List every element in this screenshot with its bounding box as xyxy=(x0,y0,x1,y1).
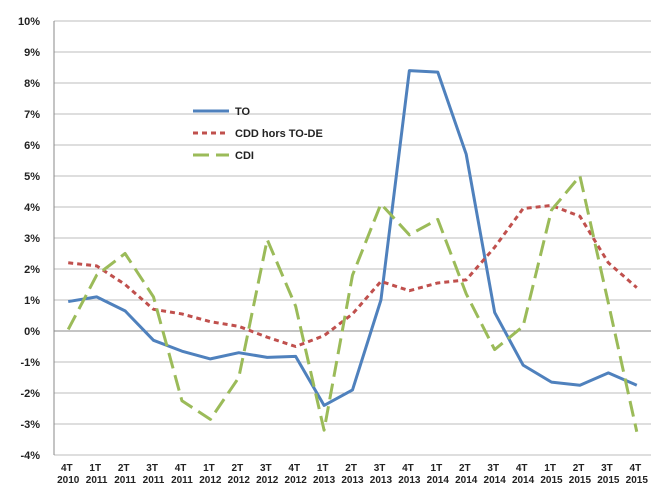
x-tick-label: 4T 2014 xyxy=(512,463,535,486)
x-tick-label: 3T 2012 xyxy=(256,463,279,486)
x-tick-label: 4T 2011 xyxy=(171,463,193,486)
x-tick-label: 4T 2013 xyxy=(398,463,421,486)
x-tick-label: 2T 2015 xyxy=(569,463,592,486)
y-tick-label: 0% xyxy=(24,326,40,338)
x-tick-label: 3T 2011 xyxy=(143,463,165,486)
y-tick-label: -2% xyxy=(20,388,40,400)
y-tick-label: 7% xyxy=(24,109,40,121)
x-tick-label: 3T 2013 xyxy=(370,463,393,486)
legend-label: TO xyxy=(235,106,251,118)
series-line xyxy=(68,203,638,348)
x-tick-label: 1T 2012 xyxy=(199,463,222,486)
y-tick-label: 1% xyxy=(24,295,40,307)
y-tick-label: -4% xyxy=(20,450,40,462)
y-tick-label: -1% xyxy=(20,357,40,369)
x-tick-label: 1T 2014 xyxy=(427,463,450,486)
x-tick-label: 2T 2014 xyxy=(455,463,478,486)
y-tick-label: 3% xyxy=(24,233,40,245)
x-tick-label: 4T 2012 xyxy=(285,463,308,486)
x-tick-label: 4T 2015 xyxy=(626,463,649,486)
x-tick-label: 1T 2011 xyxy=(86,463,108,486)
legend-label: CDI xyxy=(235,150,254,162)
series-line xyxy=(66,174,639,433)
y-tick-label: 2% xyxy=(24,264,40,276)
x-tick-label: 3T 2014 xyxy=(484,463,507,486)
x-tick-label: 2T 2011 xyxy=(114,463,136,486)
y-tick-label: 5% xyxy=(24,171,40,183)
y-tick-label: 4% xyxy=(24,202,40,214)
y-tick-label: 10% xyxy=(18,16,40,28)
y-tick-label: 9% xyxy=(24,47,40,59)
x-tick-label: 1T 2015 xyxy=(540,463,563,486)
y-tick-label: 8% xyxy=(24,78,40,90)
series-line xyxy=(67,69,638,407)
y-tick-label: 6% xyxy=(24,140,40,152)
x-tick-label: 2T 2012 xyxy=(228,463,251,486)
x-tick-label: 1T 2013 xyxy=(313,463,336,486)
x-tick-label: 3T 2015 xyxy=(597,463,620,486)
x-tick-label: 4T 2010 xyxy=(57,463,80,486)
x-tick-label: 2T 2013 xyxy=(341,463,364,486)
y-tick-label: -3% xyxy=(20,419,40,431)
legend-label: CDD hors TO-DE xyxy=(235,128,323,140)
